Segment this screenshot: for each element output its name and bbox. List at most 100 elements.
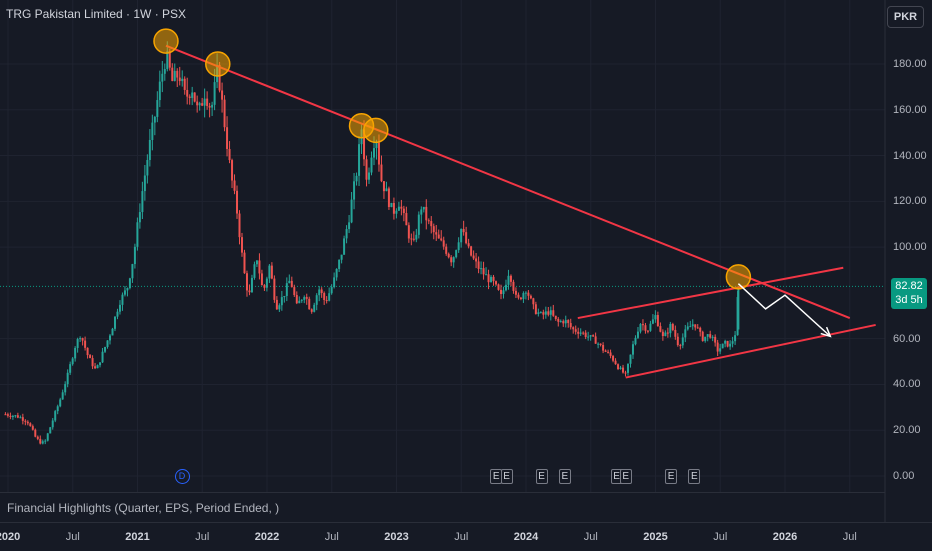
candle-body bbox=[330, 287, 333, 294]
candle-body bbox=[168, 51, 171, 68]
earnings-event[interactable]: E bbox=[688, 469, 701, 484]
candle-body bbox=[569, 323, 572, 328]
candle-body bbox=[412, 238, 415, 240]
touch-marker bbox=[205, 51, 231, 77]
candle-body bbox=[572, 327, 575, 330]
candle-body bbox=[248, 290, 251, 293]
symbol-title[interactable]: TRG Pakistan Limited · 1W · PSX bbox=[6, 7, 187, 21]
candle-body bbox=[338, 259, 341, 269]
candle-body bbox=[654, 315, 657, 320]
candle-body bbox=[323, 293, 326, 300]
projection-arrow bbox=[737, 283, 832, 338]
candle-body bbox=[452, 257, 455, 263]
candle-body bbox=[298, 300, 301, 304]
candle-body bbox=[542, 312, 545, 315]
candle-body bbox=[66, 372, 69, 385]
time-tick-label: 2022 bbox=[254, 531, 280, 543]
candle-body bbox=[136, 222, 139, 247]
candle-body bbox=[4, 414, 7, 416]
candle-body bbox=[320, 289, 323, 294]
channel-upper bbox=[577, 266, 844, 320]
earnings-event[interactable]: E bbox=[610, 469, 623, 484]
candle-body bbox=[597, 343, 600, 345]
candle-body bbox=[579, 332, 582, 334]
candle-body bbox=[335, 268, 338, 278]
projection-path bbox=[737, 283, 831, 337]
touch-marker bbox=[363, 117, 389, 144]
candle-body bbox=[455, 250, 458, 258]
candle-body bbox=[263, 285, 266, 288]
price-tick-label: 120.00 bbox=[893, 195, 927, 208]
earnings-event[interactable]: E bbox=[665, 469, 678, 484]
candle-body bbox=[592, 335, 595, 337]
candle-body bbox=[56, 406, 59, 412]
candle-body bbox=[191, 92, 194, 98]
candle-body bbox=[283, 295, 286, 298]
candle-body bbox=[522, 293, 525, 300]
candle-body bbox=[445, 246, 448, 254]
candle-body bbox=[243, 252, 246, 274]
earnings-event[interactable]: E bbox=[619, 469, 632, 484]
candle-body bbox=[417, 214, 420, 235]
time-axis[interactable]: 2020 Jul 2021 Jul 2022 Jul 2023 Jul 2024 Jul 2025 J… bbox=[0, 522, 932, 551]
candle-body bbox=[729, 343, 732, 347]
candle-body bbox=[101, 351, 104, 363]
candle-body bbox=[509, 275, 512, 282]
candle-body bbox=[507, 275, 510, 285]
candle-body bbox=[203, 98, 206, 106]
candle-body bbox=[106, 340, 109, 347]
candle-body bbox=[737, 286, 740, 330]
candle-body bbox=[432, 226, 435, 233]
candle-body bbox=[547, 311, 550, 315]
candle-body bbox=[375, 142, 378, 149]
candle-body bbox=[410, 238, 413, 240]
dividend-event[interactable]: D bbox=[174, 469, 190, 484]
price-tick-label: 140.00 bbox=[893, 149, 927, 162]
candle-body bbox=[567, 319, 570, 324]
candle-body bbox=[589, 335, 592, 337]
candle-body bbox=[223, 99, 226, 128]
earnings-event[interactable]: E bbox=[535, 469, 548, 484]
candle-body bbox=[475, 258, 478, 262]
candle-body bbox=[599, 343, 602, 345]
candle-body bbox=[111, 328, 114, 336]
candle-body bbox=[104, 346, 107, 352]
candle-body bbox=[577, 331, 580, 334]
candle-body bbox=[183, 78, 186, 90]
time-tick-label: 2026 bbox=[772, 531, 798, 543]
candle-body bbox=[487, 274, 490, 283]
candle-body bbox=[143, 175, 146, 192]
candle-body bbox=[382, 181, 385, 192]
candle-body bbox=[602, 344, 605, 351]
candle-body bbox=[250, 277, 253, 293]
candle-body bbox=[612, 355, 615, 361]
candle-body bbox=[275, 299, 278, 310]
candle-body bbox=[427, 220, 430, 222]
currency-button[interactable]: PKR bbox=[887, 6, 924, 28]
time-tick-label: 2025 bbox=[643, 531, 668, 543]
candle-body bbox=[686, 326, 689, 330]
candle-body bbox=[450, 257, 453, 263]
candle-body bbox=[614, 360, 617, 365]
candle-body bbox=[208, 105, 211, 108]
candle-body bbox=[734, 335, 737, 342]
candle-body bbox=[116, 311, 119, 317]
candle-body bbox=[24, 420, 27, 422]
candle-body bbox=[303, 297, 306, 300]
candle-body bbox=[9, 415, 12, 418]
candle-body bbox=[345, 229, 348, 239]
candle-body bbox=[31, 426, 34, 430]
candle-body bbox=[49, 427, 52, 434]
candle-body bbox=[624, 372, 627, 374]
candle-body bbox=[502, 290, 505, 294]
candle-body bbox=[365, 159, 368, 180]
financial-highlights-bar[interactable]: Financial Highlights (Quarter, EPS, Peri… bbox=[0, 492, 885, 522]
candle-body bbox=[609, 352, 612, 356]
earnings-event[interactable]: E bbox=[500, 469, 513, 484]
candle-body bbox=[527, 292, 530, 296]
candle-body bbox=[457, 242, 460, 251]
earnings-event[interactable]: E bbox=[558, 469, 571, 484]
chart-grid bbox=[0, 0, 885, 492]
candle-body bbox=[201, 103, 204, 106]
